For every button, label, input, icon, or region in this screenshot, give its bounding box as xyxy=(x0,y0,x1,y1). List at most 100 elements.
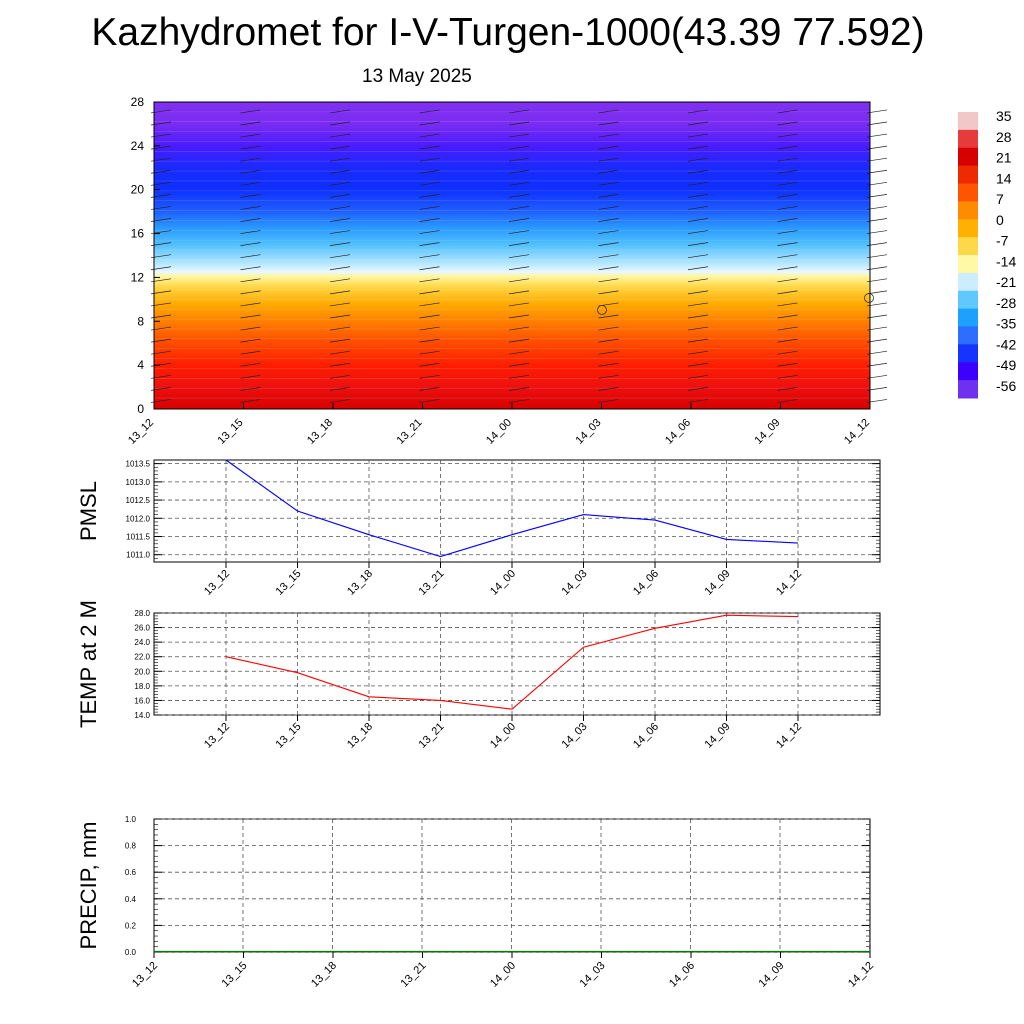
wind-barb xyxy=(419,133,440,138)
wind-barb xyxy=(329,399,351,403)
wind-barb xyxy=(419,302,440,307)
colorbar-label: 7 xyxy=(996,191,1004,207)
wind-barb xyxy=(777,145,798,150)
wind-barb xyxy=(777,121,798,126)
wind-barb xyxy=(598,350,619,355)
x-tick-label: 13_18 xyxy=(345,568,375,598)
wind-barb xyxy=(240,218,261,222)
wind-barb xyxy=(329,338,351,343)
pmsl-chart: 1011.0 1011.5 1012.0 1012.5 1013.0 1013.5 13_1… xyxy=(76,459,881,598)
wind-barb xyxy=(777,206,798,210)
wind-barb xyxy=(777,194,798,198)
wind-barb xyxy=(508,242,530,246)
wind-barb xyxy=(598,181,619,186)
y-tick-label: 0.8 xyxy=(125,842,137,851)
wind-barb xyxy=(687,362,709,367)
wind-barb xyxy=(329,206,351,210)
wind-barb xyxy=(777,218,798,222)
wind-barb xyxy=(508,133,530,138)
wind-barb xyxy=(240,314,261,319)
wind-barb xyxy=(598,374,619,379)
y-tick-label: 26.0 xyxy=(134,624,150,633)
wind-barb xyxy=(419,157,440,162)
colorbar-swatch xyxy=(958,344,978,363)
colorbar-swatch xyxy=(958,380,978,399)
x-tick-label: 14_12 xyxy=(774,568,804,598)
wind-barb xyxy=(598,266,619,271)
wind-barb xyxy=(687,290,709,295)
temp-axis-title: TEMP at 2 M xyxy=(76,600,101,728)
wind-barb xyxy=(240,181,261,186)
wind-barb xyxy=(508,314,530,319)
wind-barb xyxy=(508,350,530,355)
y-tick-label: 1011.0 xyxy=(126,551,150,560)
y-tick-label: 24 xyxy=(131,139,145,153)
wind-barb xyxy=(777,254,798,259)
wind-barb xyxy=(329,133,351,138)
wind-barb xyxy=(777,338,798,343)
y-tick-label: 4 xyxy=(137,358,144,372)
wind-barb xyxy=(240,302,261,307)
colorbar-label: -7 xyxy=(996,233,1009,249)
y-tick-label: 22.0 xyxy=(134,653,150,662)
y-tick-label: 28.0 xyxy=(134,609,150,618)
wind-barb xyxy=(508,278,530,283)
x-tick-label: 14_00 xyxy=(488,721,518,751)
wind-barb xyxy=(240,326,261,331)
wind-barb xyxy=(419,350,440,355)
wind-barb xyxy=(419,230,440,234)
wind-barb xyxy=(240,109,261,114)
wind-barb xyxy=(687,254,709,259)
wind-barb xyxy=(508,206,530,210)
wind-barb xyxy=(598,242,619,246)
colorbar-swatch xyxy=(958,362,978,381)
wind-barb xyxy=(777,157,798,162)
calm-wind-marker xyxy=(864,293,874,303)
wind-barb xyxy=(419,194,440,198)
colorbar-label: 28 xyxy=(996,129,1012,145)
wind-barb xyxy=(419,218,440,222)
colorbar-swatch xyxy=(958,112,978,131)
x-tick-label: 13_12 xyxy=(130,960,160,990)
x-tick-label: 14_03 xyxy=(574,417,604,447)
calm-wind-marker xyxy=(597,305,607,315)
wind-barb xyxy=(508,266,530,271)
wind-barb xyxy=(687,242,709,246)
colorbar-swatch xyxy=(958,147,978,167)
y-tick-label: 0 xyxy=(137,402,144,416)
wind-barb xyxy=(329,387,351,391)
y-tick-label: 24.0 xyxy=(134,638,150,647)
y-tick-label: 14.0 xyxy=(134,711,150,720)
x-tick-label: 13_15 xyxy=(274,568,304,598)
pmsl-axis-title: PMSL xyxy=(76,481,101,541)
wind-barb xyxy=(777,169,798,174)
wind-barb xyxy=(687,350,709,355)
wind-barb xyxy=(598,387,619,391)
wind-barb xyxy=(508,399,530,403)
wind-barb xyxy=(508,290,530,295)
y-tick-label: 16 xyxy=(131,227,145,241)
x-tick-label: 14_12 xyxy=(842,417,872,447)
wind-barb xyxy=(777,290,798,295)
wind-barb xyxy=(329,181,351,186)
wind-barb xyxy=(687,374,709,379)
wind-barb xyxy=(777,326,798,331)
wind-barb xyxy=(777,266,798,271)
wind-barb xyxy=(329,302,351,307)
wind-barb xyxy=(419,254,440,259)
wind-barb xyxy=(240,133,261,138)
y-tick-label: 20 xyxy=(131,183,145,197)
wind-barb xyxy=(687,181,709,186)
wind-barb xyxy=(777,133,798,138)
wind-barb xyxy=(329,145,351,150)
wind-barb xyxy=(508,387,530,391)
colorbar-swatch xyxy=(958,165,978,184)
y-tick-label: 0.6 xyxy=(125,868,137,877)
vertical-section-chart: 0 4 8 12 16 20 24 28 13_12 13_15 13_18 13_21 14_00 14… xyxy=(126,95,888,447)
wind-barb xyxy=(419,278,440,283)
wind-barb xyxy=(777,242,798,246)
wind-barb xyxy=(598,145,619,150)
wind-barb xyxy=(240,266,261,271)
heatmap-field xyxy=(154,102,870,409)
x-tick-label: 13_15 xyxy=(220,960,250,990)
